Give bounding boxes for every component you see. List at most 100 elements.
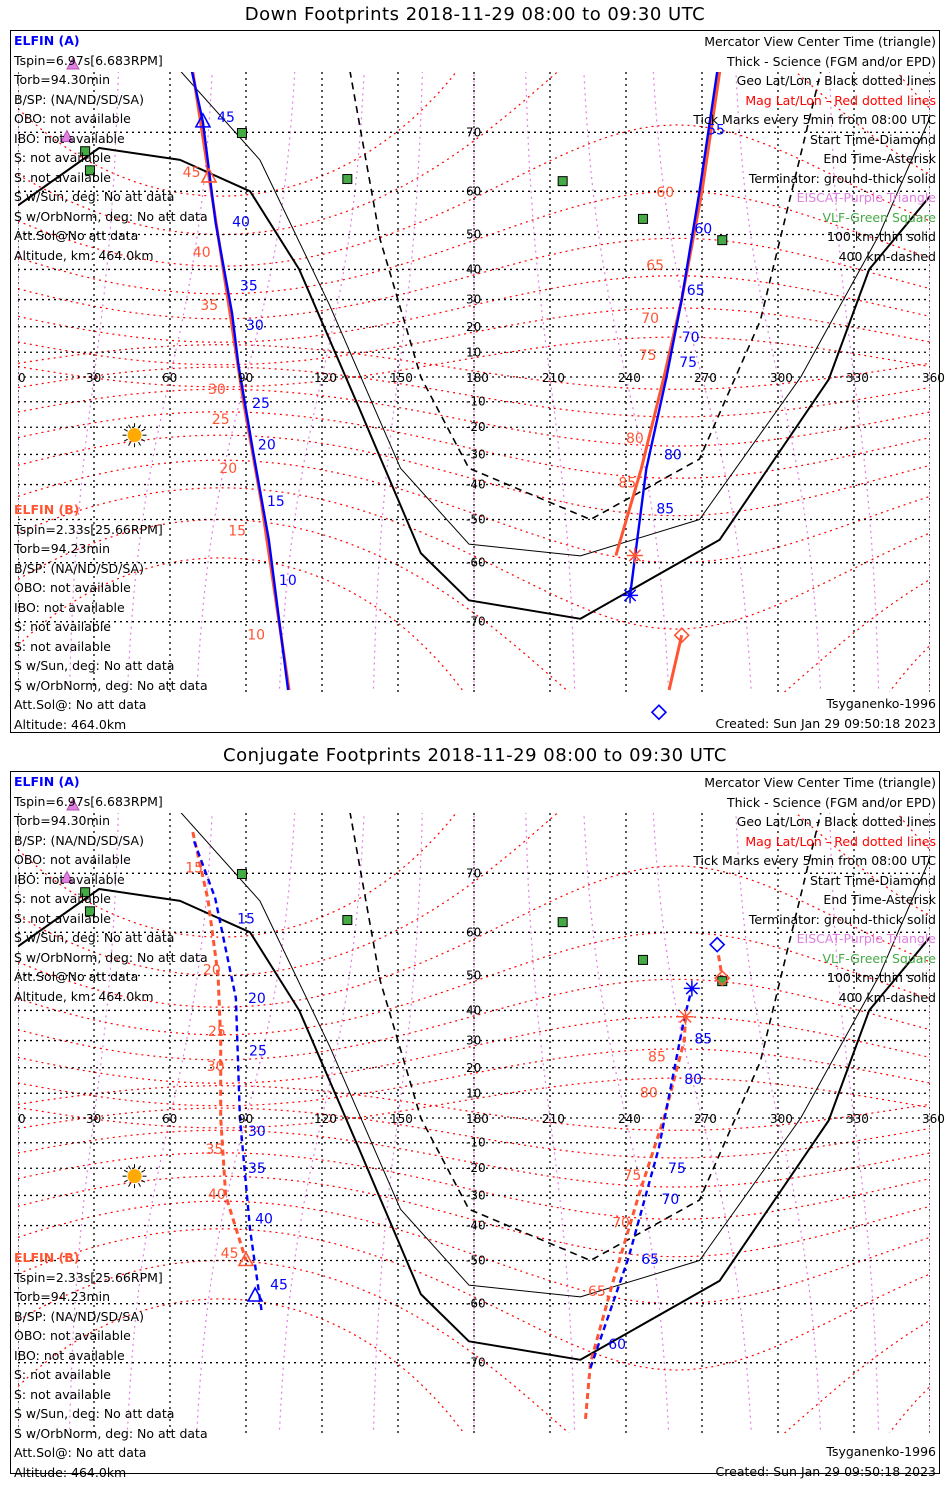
sun-ray	[123, 438, 128, 442]
info-line: S w/Sun, deg: No att data	[14, 1406, 175, 1421]
track-time-tick-label: 75	[639, 348, 657, 364]
lat-tick-label: -70	[466, 615, 486, 629]
lat-tick-label: 50	[466, 227, 481, 241]
sun-ray	[128, 1182, 131, 1187]
info-line: Torb=94.23min	[14, 1289, 111, 1304]
vlf-station-marker	[236, 128, 247, 139]
lon-tick-label: 240	[618, 1112, 641, 1126]
sun-ray	[141, 438, 146, 442]
down-footprints-panel: Down Footprints 2018-11-29 08:00 to 09:3…	[0, 0, 950, 741]
lat-tick-label: 70	[466, 125, 481, 139]
info-line: Att.Sol@No att data	[14, 228, 139, 243]
track-time-tick-label: 30	[248, 1124, 266, 1140]
eiscat-marker	[60, 129, 74, 143]
panel-title: Conjugate Footprints 2018-11-29 08:00 to…	[223, 745, 727, 766]
track-time-tick-label: 75	[623, 1168, 641, 1184]
mag-latitude-line	[18, 931, 930, 1036]
lon-tick-label: 300	[770, 371, 793, 385]
vlf-station-marker	[236, 869, 247, 880]
sun-ray	[141, 1169, 146, 1173]
lon-tick-label: 210	[542, 1112, 565, 1126]
info-line: S: not available	[14, 910, 111, 926]
info-line: Torb=94.30min	[14, 813, 111, 828]
mag-meridian	[196, 813, 296, 1433]
info-line: S: not available	[14, 891, 111, 906]
track-time-tick-label: 35	[205, 1142, 223, 1158]
legend-entry: VLF-Green Square	[822, 209, 936, 225]
lat-tick-label: -60	[466, 556, 486, 570]
elfin-b-track	[717, 955, 724, 979]
track-time-tick-label: 60	[656, 185, 674, 201]
map-plot: 0 30 60 90 120 150 180 210 240 270 300 330 360 70 60 50…	[18, 797, 945, 1433]
track-time-tick-label: 15	[228, 524, 246, 540]
legend-entry: Start Time-Diamond	[809, 131, 936, 147]
track-time-tick-label: 65	[641, 1252, 659, 1268]
center-time-triangle	[246, 1286, 264, 1302]
created-label: Created: Sun Jan 29 09:50:18 2023	[715, 716, 936, 731]
conjugate-footprints-panel: Conjugate Footprints 2018-11-29 08:00 to…	[0, 741, 950, 1482]
start-time-diamond	[709, 936, 726, 953]
panel-title: Down Footprints 2018-11-29 08:00 to 09:3…	[244, 4, 706, 25]
sun-ray	[123, 1169, 128, 1173]
lat-tick-label: 40	[466, 262, 481, 276]
asterisk-stroke	[623, 589, 637, 602]
info-line: OBO: not available	[14, 1328, 131, 1343]
sun-ray	[138, 1165, 141, 1170]
track-time-tick-label: 70	[682, 330, 700, 346]
info-line: B/SP: (NA/ND/SD/SA)	[14, 1308, 144, 1324]
lon-tick-label: 240	[618, 371, 641, 385]
end-time-asterisk	[622, 587, 639, 604]
end-time-asterisk	[626, 547, 643, 564]
mag-meridian	[68, 72, 119, 692]
elfin-a-label: ELFIN (A)	[14, 33, 80, 48]
start-time-diamond	[650, 704, 668, 721]
track-time-tick-label: 65	[588, 1284, 606, 1300]
center-time-triangle	[194, 112, 212, 128]
mag-meridian	[652, 813, 752, 1433]
track-time-tick-label: 45	[183, 165, 201, 181]
legend-entry: Mercator View Center Time (triangle)	[704, 775, 936, 790]
legend-entry: Terminator: ground-thick solid	[748, 911, 936, 927]
track-time-tick-label: 25	[252, 396, 270, 412]
mag-meridian	[196, 72, 296, 692]
mag-latitude-line	[18, 237, 930, 320]
lon-tick-label: 30	[86, 1112, 101, 1126]
lon-tick-label: 60	[162, 371, 177, 385]
track-time-tick-label: 85	[694, 1031, 712, 1047]
elfin-b-info: ELFIN (B) Tspin=2.33s[25.66RPM] Torb=94.23…	[14, 1248, 208, 1482]
sun-disc	[127, 1169, 142, 1184]
lon-tick-label: 270	[694, 371, 717, 385]
legend-entry: 400 km-dashed	[838, 989, 936, 1005]
lat-tick-label: -50	[466, 1254, 486, 1268]
lon-tick-label: 90	[238, 1112, 253, 1126]
mag-meridian	[652, 72, 752, 692]
elfin-a-info: ELFIN (A) Tspin=6.97s[6.683RPM] Torb=94.30…	[14, 772, 208, 1006]
lon-tick-label: 150	[390, 371, 413, 385]
track-time-tick-label: 75	[679, 355, 697, 371]
sun-ray	[123, 1179, 128, 1183]
track-time-tick-label: 15	[237, 911, 255, 927]
track-time-tick-label: 70	[641, 311, 659, 327]
elfin-b-track	[584, 1016, 687, 1420]
terminator-ground-curve	[18, 888, 930, 1361]
lon-tick-label: 270	[694, 1112, 717, 1126]
mag-meridian	[735, 813, 822, 1433]
track-time-tick-label: 85	[618, 476, 636, 492]
sun-ray	[141, 1179, 146, 1183]
info-line: B/SP: (NA/ND/SD/SA)	[14, 832, 144, 848]
legend-entry: Thick - Science (FGM and/or EPD)	[727, 53, 936, 69]
lat-tick-label: 20	[466, 320, 481, 334]
info-line: Tspin=2.33s[25.66RPM]	[14, 1269, 163, 1285]
lat-tick-label: 30	[466, 293, 481, 307]
info-line: S w/OrbNorm, deg: No att data	[14, 949, 208, 965]
elfin-b-info: ELFIN (B) Tspin=2.33s[25.66RPM] Torb=94.23…	[14, 500, 208, 734]
lon-tick-label: 150	[390, 1112, 413, 1126]
elfin-a-label: ELFIN (A)	[14, 774, 80, 789]
model-label: Tsyganenko-1996	[826, 696, 936, 711]
legend-entry: Thick - Science (FGM and/or EPD)	[727, 794, 936, 810]
elfin-a-track	[628, 72, 719, 596]
track-time-tick-label: 25	[249, 1043, 267, 1059]
legend-entry: Mag Lat/Lon - Red dotted lines	[745, 833, 936, 849]
sun-disc	[127, 428, 142, 443]
mag-meridian	[126, 72, 213, 692]
